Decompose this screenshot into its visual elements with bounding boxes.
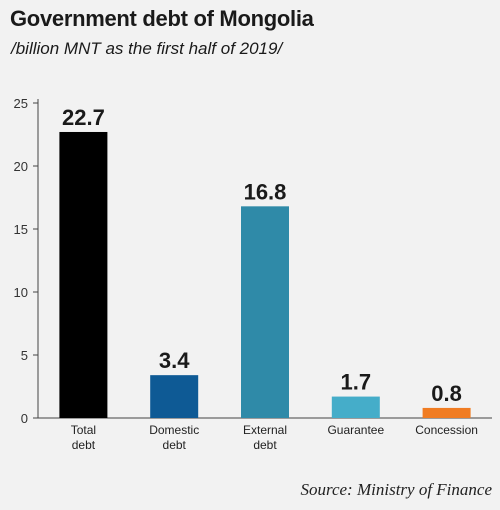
chart-subtitle: /billion MNT as the first half of 2019/	[11, 39, 283, 58]
category-label: Guarantee	[327, 423, 384, 437]
category-label-line: Domestic	[149, 423, 199, 437]
category-label-line: Total	[71, 423, 96, 437]
bar	[59, 131, 108, 419]
y-tick-label: 15	[14, 222, 28, 237]
bar	[150, 375, 199, 418]
category-label-line: debt	[72, 438, 96, 452]
bar	[422, 407, 471, 418]
bar	[331, 396, 380, 418]
y-tick-label: 0	[21, 411, 28, 426]
bar-value-label: 1.7	[341, 370, 372, 395]
source-note: Source: Ministry of Finance	[300, 480, 492, 499]
category-label-line: Concession	[415, 423, 478, 437]
bar-value-label: 3.4	[159, 348, 190, 373]
category-label-line: Guarantee	[327, 423, 384, 437]
bar-value-label: 0.8	[431, 381, 462, 406]
category-label: Domestic debt	[149, 423, 199, 452]
y-tick-label: 5	[21, 348, 28, 363]
y-tick-label: 10	[14, 285, 28, 300]
y-tick-label: 20	[14, 159, 28, 174]
category-label-line: debt	[163, 438, 187, 452]
y-tick-label: 25	[14, 96, 28, 111]
bar-value-label: 16.8	[244, 179, 287, 204]
bar-value-label: 22.7	[62, 105, 105, 130]
bar	[241, 206, 289, 418]
category-label: Total debt	[71, 423, 96, 452]
chart-title: Government debt of Mongolia	[10, 6, 314, 31]
category-label: External debt	[243, 423, 287, 452]
category-label-line: External	[243, 423, 287, 437]
category-label-line: debt	[253, 438, 277, 452]
category-label: Concession	[415, 423, 478, 437]
